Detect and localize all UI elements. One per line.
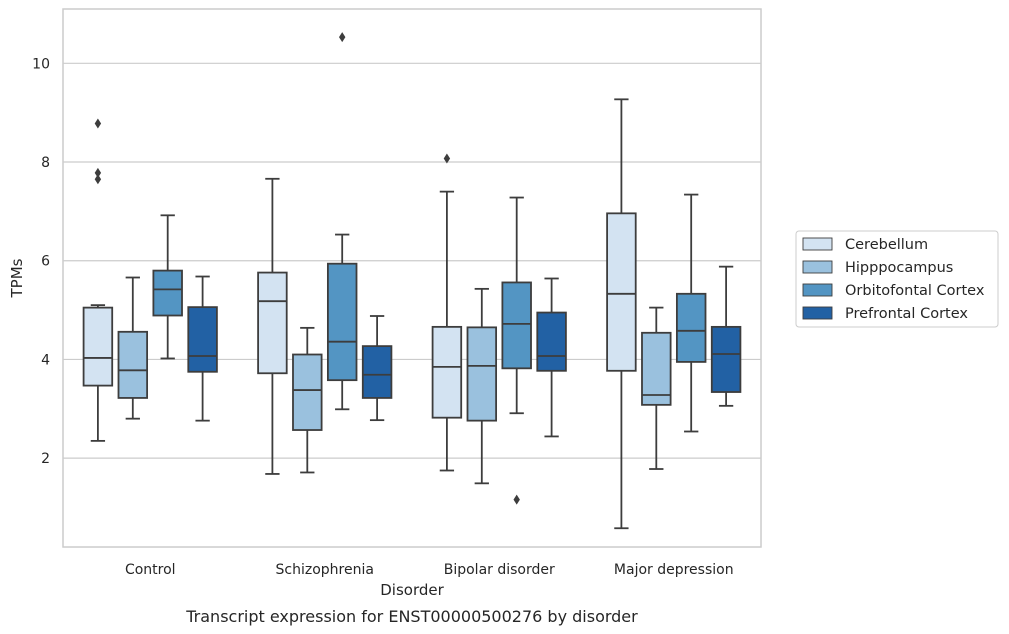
outlier-point [94,174,102,185]
box-body [152,269,183,317]
legend-swatch [802,260,833,274]
legend-label: Orbitofontal Cortex [845,283,985,299]
x-tick-label: Control [125,562,176,578]
legend-swatch [802,283,833,297]
legend-swatch [802,306,833,320]
box-2-1 [117,276,149,420]
box-3-2 [326,32,358,411]
box-1-4 [606,98,637,530]
box-groups [82,32,742,530]
outlier-point [94,118,102,129]
outlier-point [513,494,520,505]
box-body [675,292,707,363]
box-1-1 [82,118,114,442]
box-body [82,306,114,387]
y-tick-label: 10 [32,56,50,72]
box-body [501,281,532,370]
box-body [641,331,672,406]
y-tick-label: 2 [41,451,50,467]
box-4-1 [187,275,218,422]
box-body [606,212,637,372]
box-2-3 [466,287,498,485]
legend-frame [795,230,999,328]
box-3-3 [501,196,532,505]
x-tick-label: Major depression [614,562,734,578]
box-body [257,271,288,375]
box-body [466,326,498,422]
y-axis-label: TPMs [8,258,26,298]
chart-caption: Transcript expression for ENST0000050027… [185,607,638,626]
outlier-point [339,32,346,43]
legend-swatch [802,237,833,251]
box-3-1 [152,214,183,360]
y-tick-label: 6 [41,254,50,270]
legend-label: Prefrontal Cortex [845,306,968,322]
box-body [117,330,149,399]
box-body [292,353,323,431]
box-2-4 [641,306,672,470]
outlier-point [443,153,451,164]
box-body [431,325,463,419]
box-body [536,311,567,372]
box-4-4 [710,265,742,407]
outlier-point [94,167,102,178]
x-tick-label: Schizophrenia [276,562,374,578]
legend: Cerebellum Hipppocampus Orbitofontal Corte… [795,230,999,328]
x-axis-label: Disorder [380,581,444,599]
box-1-2 [257,177,288,475]
box-1-3 [431,153,463,472]
legend-label: Hipppocampus [845,260,953,276]
box-2-2 [292,326,323,474]
y-tick-label: 4 [41,352,50,368]
box-body [187,306,218,373]
box-4-2 [361,315,393,422]
box-body [710,325,742,393]
box-body [361,345,393,399]
box-4-3 [536,277,567,438]
plot-frame [62,8,762,548]
legend-label: Cerebellum [845,237,928,253]
x-tick-labels: Control Schizophrenia Bipolar disorder Majo… [125,562,734,578]
box-body [326,262,358,382]
y-tick-label: 8 [41,155,50,171]
x-tick-label: Bipolar disorder [444,562,555,578]
box-3-4 [675,193,707,433]
y-tick-labels: 2 4 6 8 10 [32,56,50,467]
